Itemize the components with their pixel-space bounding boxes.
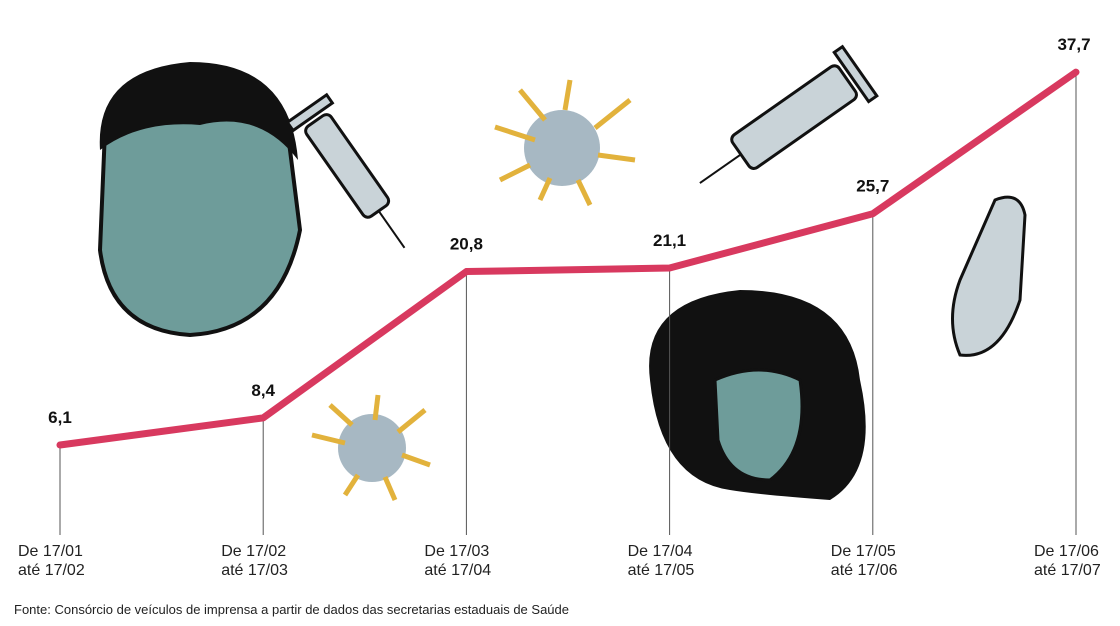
- x-tick-label: De 17/06 até 17/07: [1034, 542, 1114, 580]
- value-label: 8,4: [251, 381, 275, 400]
- value-label: 6,1: [48, 408, 72, 427]
- chart: 6,1 8,4 20,8 21,1 25,7 37,7: [0, 0, 1120, 626]
- value-label: 25,7: [856, 177, 889, 196]
- x-tick-label: De 17/02 até 17/03: [221, 542, 301, 580]
- source-note: Fonte: Consórcio de veículos de imprensa…: [14, 602, 569, 617]
- value-label: 37,7: [1057, 35, 1090, 54]
- page: 6,1 8,4 20,8 21,1 25,7 37,7 Fonte: Consórcio …: [0, 0, 1120, 626]
- x-tick-label: De 17/05 até 17/06: [831, 542, 911, 580]
- x-tick-label: De 17/01 até 17/02: [18, 542, 98, 580]
- value-label: 21,1: [653, 231, 686, 250]
- x-tick-label: De 17/04 até 17/05: [628, 542, 708, 580]
- x-tick-label: De 17/03 até 17/04: [424, 542, 504, 580]
- value-label: 20,8: [450, 235, 483, 254]
